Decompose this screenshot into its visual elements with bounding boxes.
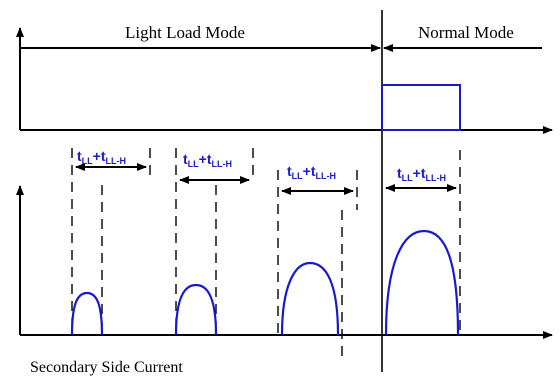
secondary-side-current-label: Secondary Side Current bbox=[30, 359, 183, 376]
interval-3-label: tLL+tLL-H bbox=[287, 163, 336, 181]
current-pulse-4 bbox=[384, 229, 460, 336]
interval-3: tLL+tLL-H bbox=[277, 163, 358, 358]
current-pulse-2 bbox=[174, 283, 218, 336]
interval-4-label: tLL+tLL-H bbox=[397, 165, 446, 183]
interval-2: tLL+tLL-H bbox=[174, 148, 254, 336]
current-pulse-1 bbox=[70, 291, 104, 336]
normal-mode-pulse bbox=[381, 84, 461, 131]
normal-mode-label: Normal Mode bbox=[418, 23, 514, 42]
interval-1-label: tLL+tLL-H bbox=[77, 148, 126, 166]
interval-4: tLL+tLL-H bbox=[384, 150, 461, 336]
interval-1: tLL+tLL-H bbox=[70, 148, 151, 336]
interval-2-label: tLL+tLL-H bbox=[183, 151, 232, 169]
current-pulse-3 bbox=[280, 261, 340, 336]
light-load-mode-label: Light Load Mode bbox=[125, 23, 245, 42]
